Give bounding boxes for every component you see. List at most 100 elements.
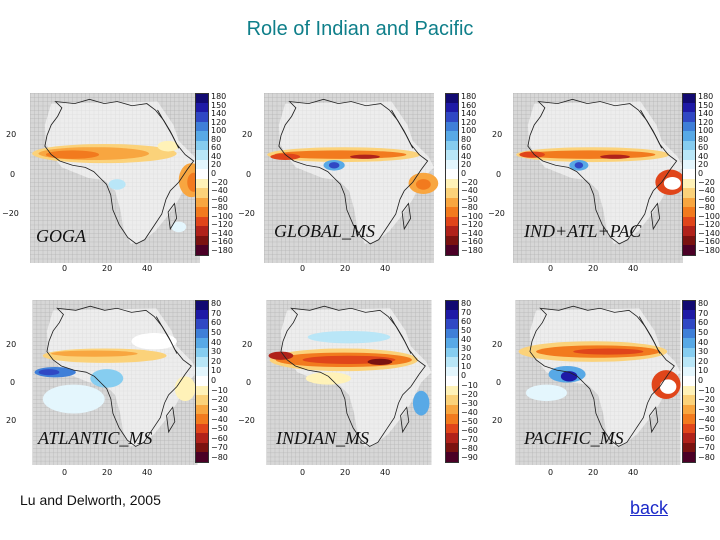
colorbar-segment [195, 197, 208, 208]
lat-tick: 20 [242, 340, 253, 349]
colorbar-segment [445, 216, 458, 227]
colorbar-segment [195, 226, 208, 237]
lon-tick: 20 [588, 468, 599, 477]
colorbar-tick-label: 0 [461, 169, 467, 178]
colorbar-tick-label: −80 [461, 443, 478, 453]
colorbar-tick-label: 100 [461, 126, 477, 136]
colorbar-frame [195, 300, 209, 463]
colorbar-tick-label: −30 [461, 398, 478, 408]
colorbar-tick-label: 120 [698, 117, 714, 127]
colorbar-tick-label: −40 [461, 407, 478, 417]
colorbar-tick-label: −20 [211, 177, 228, 187]
colorbar-segment [682, 216, 695, 227]
colorbar-segment [682, 309, 695, 320]
lon-tick: 20 [102, 264, 113, 273]
lon-tick: 0 [62, 468, 68, 477]
colorbar-tick-label: −180 [698, 246, 720, 255]
colorbar-tick-label: 50 [461, 326, 472, 336]
lat-tick: 0 [10, 378, 16, 387]
colorbar: 80 70 60 50 40 30 20 10 0 −10 −20 −30 −40 −50 −60 −70 −8… [445, 300, 478, 463]
lon-tick: 0 [62, 264, 68, 273]
colorbar-segment [682, 140, 695, 151]
colorbar-segment [445, 452, 458, 463]
colorbar-tick-label: −10 [461, 380, 478, 390]
lat-tick: 20 [6, 340, 17, 349]
colorbar-tick-label: −60 [698, 194, 715, 204]
colorbar-segment [445, 140, 458, 151]
colorbar-segment [195, 376, 208, 387]
lat-tick: −20 [238, 416, 255, 425]
colorbar-segment [682, 414, 695, 425]
colorbar-tick-label: −80 [461, 203, 478, 213]
colorbar-segment [682, 235, 695, 246]
lat-tick: 20 [242, 130, 253, 139]
colorbar-frame [195, 93, 209, 256]
colorbar-segment [682, 404, 695, 415]
colorbar-tick-label: 120 [461, 117, 477, 127]
back-link[interactable]: back [630, 498, 669, 518]
colorbar-tick-label: −80 [698, 203, 715, 213]
colorbar-segment [195, 131, 208, 142]
colorbar-segment [445, 319, 458, 330]
colorbar-tick-label: −120 [698, 220, 720, 230]
lat-tick: 0 [496, 378, 502, 387]
lat-tick: −20 [488, 209, 505, 218]
colorbar-tick-label: −40 [211, 186, 228, 196]
map-panel-ind-atl-pac: IND+ATL+PAC 20 0 −20 0 20 40 180 150 140 12… [488, 88, 720, 278]
lon-tick: 40 [628, 264, 639, 273]
lon-tick: 40 [628, 468, 639, 477]
colorbar-segment [195, 159, 208, 170]
colorbar-tick-label: −60 [211, 433, 228, 443]
colorbar-tick-label: 20 [211, 356, 222, 366]
colorbar-segment [445, 245, 458, 256]
colorbar-segment [682, 423, 695, 434]
lat-tick: 0 [10, 170, 16, 179]
panel-label: GOGA [36, 226, 86, 246]
map-panel-atlantic-ms: ATLANTIC_MS 20 0 20 0 20 40 80 70 60 50 40 30… [0, 298, 245, 488]
colorbar-segment [445, 150, 458, 161]
colorbar-tick-label: −180 [211, 246, 233, 255]
colorbar-segment [445, 309, 458, 320]
lon-tick: 40 [380, 468, 391, 477]
colorbar-segment [195, 319, 208, 330]
colorbar-segment [445, 357, 458, 368]
colorbar-segment [195, 169, 208, 180]
colorbar-segment [445, 131, 458, 142]
colorbar-tick-label: 10 [461, 362, 472, 372]
lon-tick: 40 [380, 264, 391, 273]
lat-tick: −20 [238, 209, 255, 218]
colorbar-tick-label: −100 [211, 211, 233, 221]
colorbar-frame [682, 93, 696, 256]
colorbar-tick-label: 70 [461, 308, 472, 318]
colorbar-tick-label: −60 [698, 433, 715, 443]
precipitation-map [32, 300, 198, 465]
colorbar-segment [445, 385, 458, 396]
colorbar-tick-label: −70 [461, 434, 478, 444]
colorbar-segment [195, 366, 208, 377]
colorbar-tick-label: 40 [211, 151, 222, 161]
colorbar-tick-label: 0 [698, 376, 704, 385]
colorbar-tick-label: 100 [211, 126, 227, 136]
colorbar-segment [195, 395, 208, 406]
colorbar-tick-label: 50 [211, 327, 222, 337]
colorbar-tick-label: −140 [461, 228, 483, 238]
map-panel-pacific-ms: PACIFIC_MS 20 0 20 0 20 40 80 70 60 50 40 30 2… [490, 298, 720, 488]
colorbar-tick-label: −10 [698, 385, 715, 395]
colorbar-tick-label: 140 [698, 109, 714, 119]
colorbar-tick-label: 120 [211, 117, 227, 127]
colorbar-tick-label: −80 [698, 453, 715, 462]
colorbar-segment [682, 226, 695, 237]
colorbar-tick-label: 100 [698, 126, 714, 136]
precipitation-map [264, 93, 439, 263]
colorbar-segment [195, 102, 208, 113]
colorbar-segment [445, 102, 458, 113]
colorbar-segment [445, 169, 458, 180]
colorbar-segment [195, 188, 208, 199]
colorbar-frame [682, 300, 696, 463]
colorbar-segment [445, 197, 458, 208]
colorbar-tick-label: 50 [698, 327, 709, 337]
colorbar-segment [195, 140, 208, 151]
colorbar-segment [195, 385, 208, 396]
colorbar: 80 70 60 50 40 30 20 10 0 −10 −20 −30 −40 −50 −60 −70 −8… [682, 300, 715, 463]
colorbar-segment [682, 159, 695, 170]
